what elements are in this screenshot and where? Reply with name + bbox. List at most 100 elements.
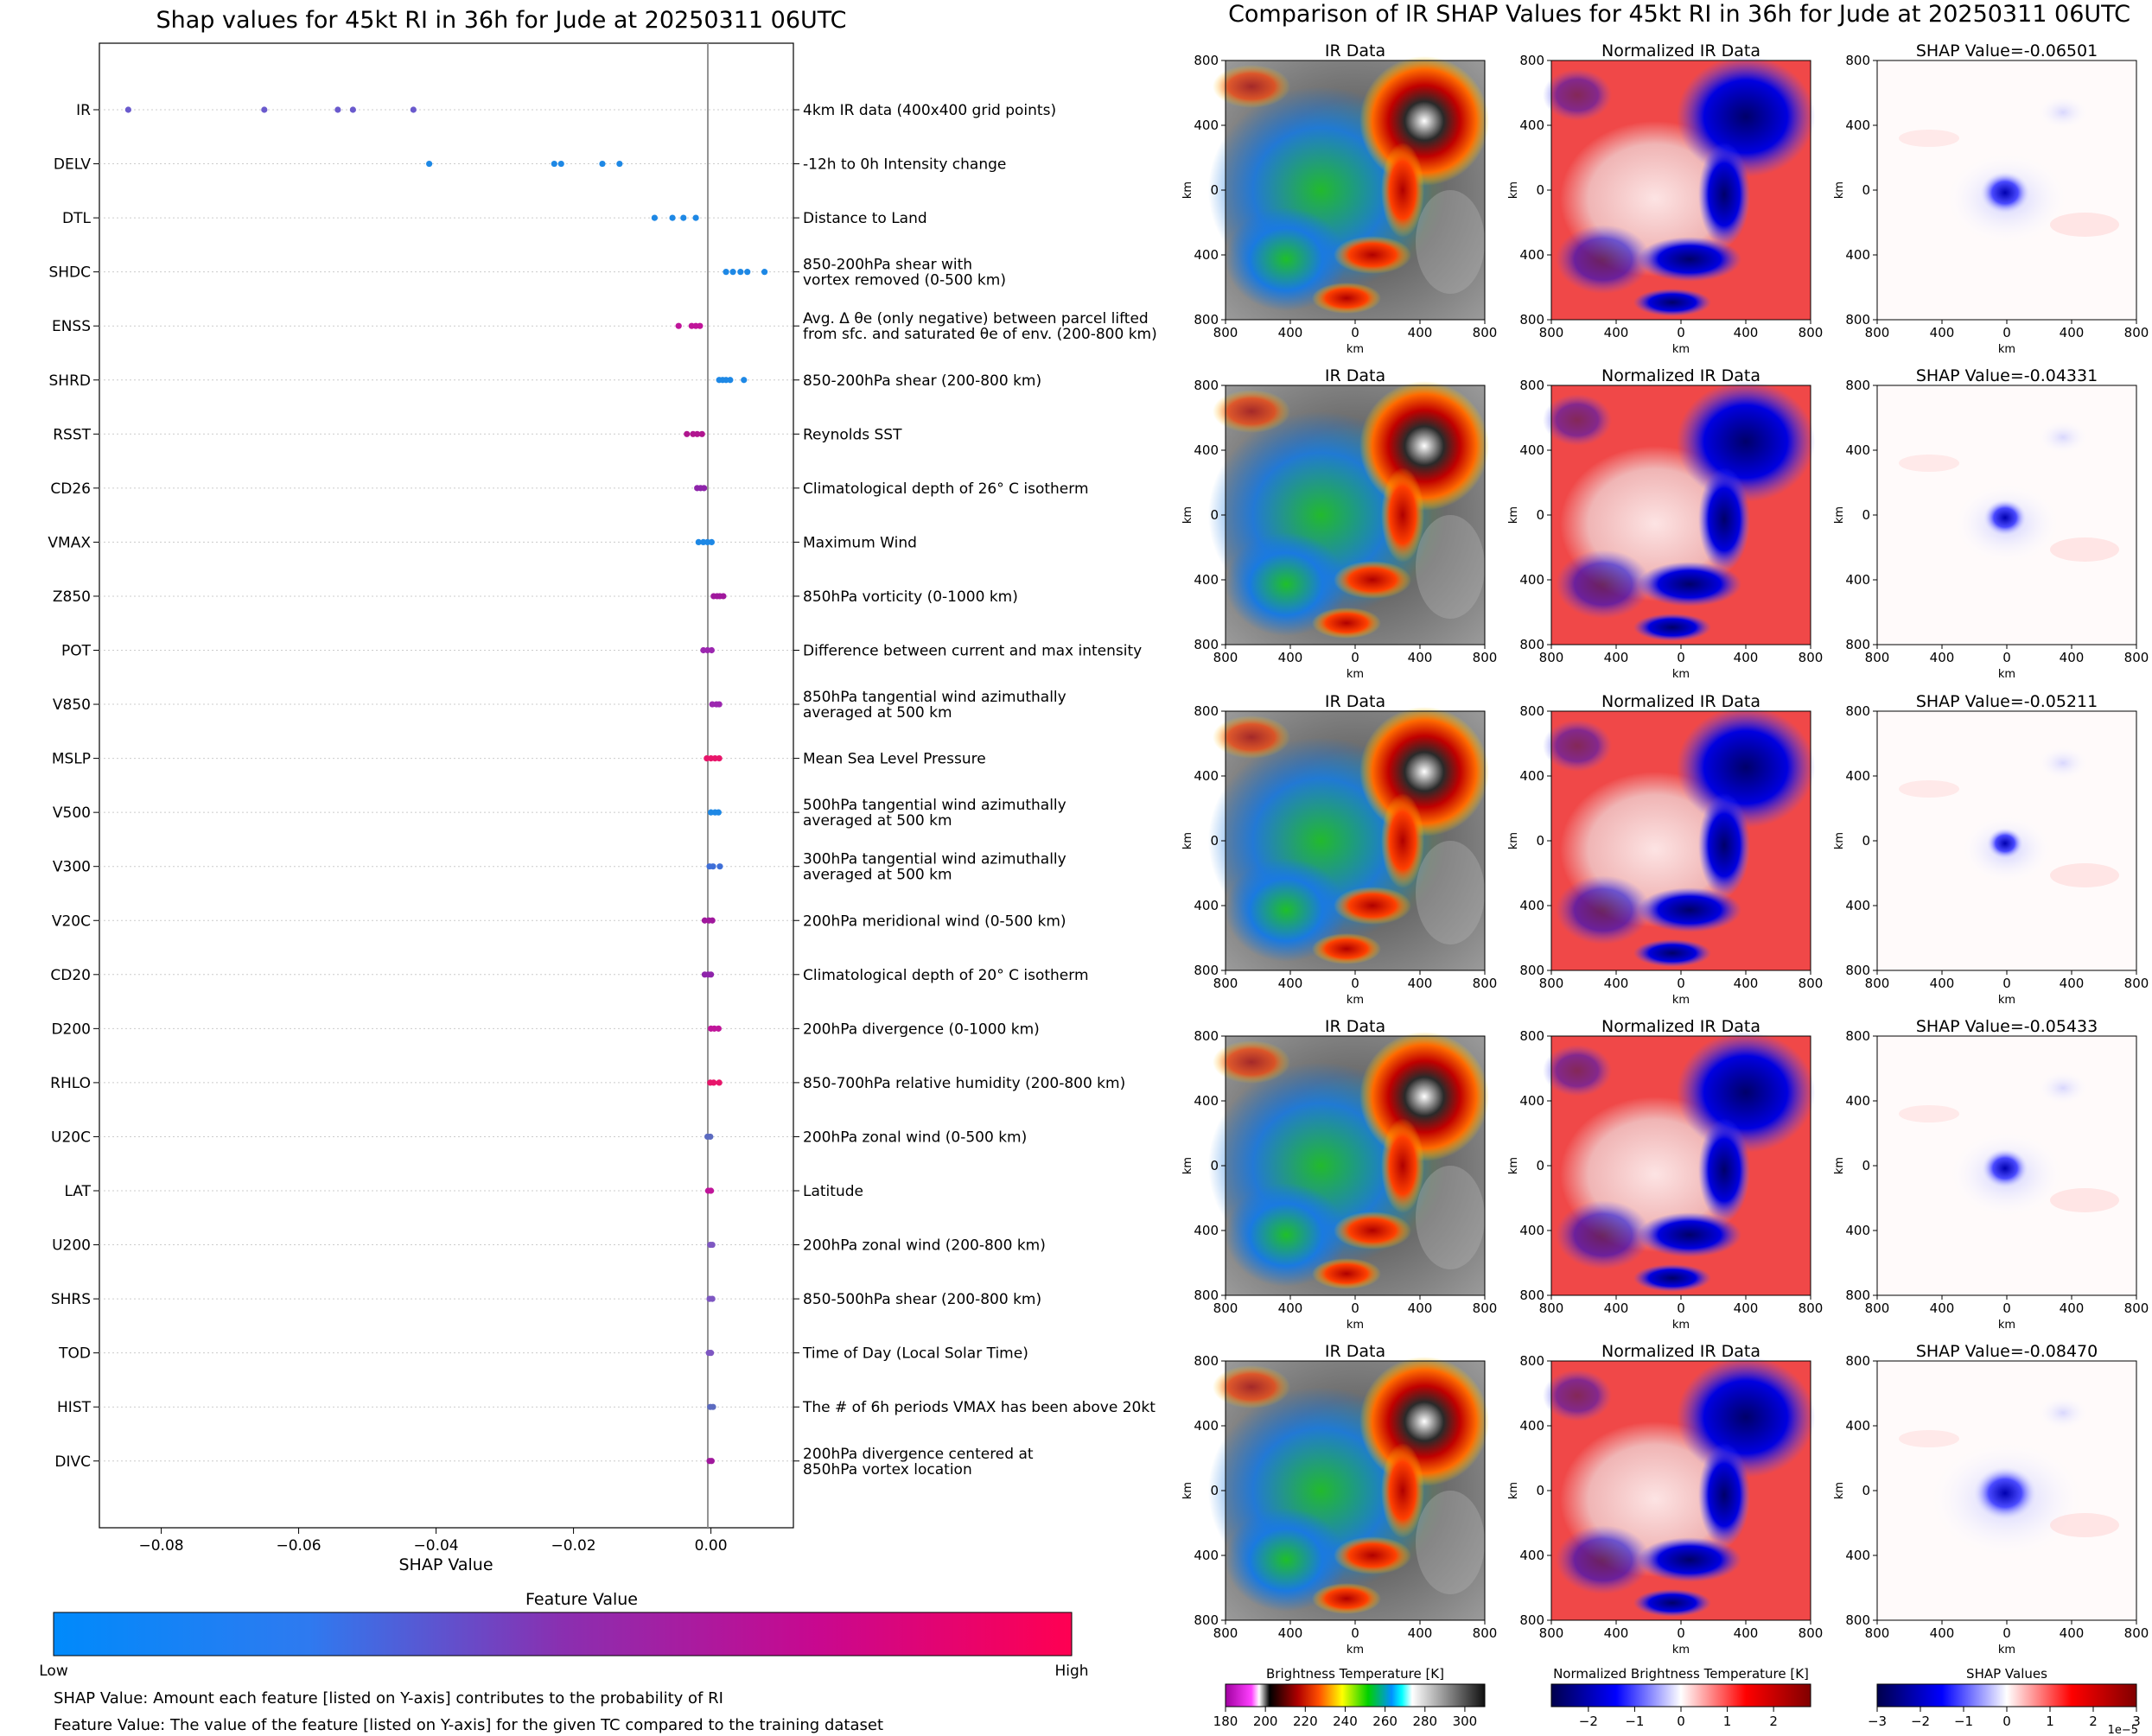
image-y-unit: km [1181, 832, 1194, 849]
feature-description-rsst: Reynolds SST [803, 426, 902, 443]
image-x-tick-label: 800 [1473, 1625, 1498, 1641]
image-x-tick-label: 400 [1930, 325, 1955, 340]
colorbar-tick-label: 300 [1453, 1714, 1478, 1729]
image-y-tick-label: 800 [1845, 53, 1870, 68]
feature-name-d200: D200 [51, 1021, 91, 1038]
image-y-unit: km [1833, 832, 1846, 849]
feature-description-ir: 4km IR data (400x400 grid points) [803, 102, 1056, 119]
image-x-unit: km [1672, 668, 1690, 681]
shap-point-vmax [695, 538, 702, 546]
feature-name-shrs: SHRS [51, 1291, 91, 1308]
image-y-tick-label: 800 [1519, 312, 1544, 327]
shap-point-shdc [729, 269, 736, 276]
image-y-tick-label: 0 [1210, 1483, 1219, 1498]
image-x-tick-label: 400 [1930, 976, 1955, 991]
image-x-tick-label: 0 [1677, 325, 1685, 340]
image-x-tick-label: 800 [1213, 650, 1238, 665]
norm-colorbar-title: Normalized Brightness Temperature [K] [1553, 1666, 1809, 1682]
feature-description-pot: Difference between current and max inten… [803, 643, 1142, 660]
image-y-tick-label: 800 [1845, 1353, 1870, 1369]
feature-description-v300: averaged at 500 km [803, 867, 952, 884]
colorbar-tick-label: 2 [2089, 1714, 2098, 1729]
image-y-tick-label: 800 [1519, 53, 1544, 68]
normalized-ir-panel: Normalized IR Data8008004004000040040080… [1507, 1342, 1823, 1657]
normalized-ir-title: Normalized IR Data [1601, 692, 1760, 711]
shap-point-cd20 [707, 971, 715, 978]
image-y-tick-label: 800 [1194, 312, 1219, 327]
image-y-tick-label: 400 [1519, 1548, 1544, 1563]
shap-point-lat [707, 1187, 715, 1194]
image-y-tick-label: 0 [1210, 507, 1219, 523]
image-x-unit: km [1998, 668, 2015, 681]
left-title: Shap values for 45kt RI in 36h for Jude … [156, 7, 846, 34]
shap-value-title: SHAP Value=-0.08470 [1916, 1342, 2098, 1361]
shap-point-rhlo [710, 1079, 717, 1086]
feature-description-v850: averaged at 500 km [803, 704, 952, 722]
shap-map-panel: SHAP Value=-0.08470800800400400004004008… [1833, 1342, 2149, 1657]
ir-data-title: IR Data [1325, 41, 1385, 60]
feature-name-divc: DIVC [54, 1453, 91, 1471]
x-axis-label: SHAP Value [398, 1555, 493, 1574]
colorbar-tick-label: 240 [1333, 1714, 1358, 1729]
image-x-unit: km [1347, 994, 1364, 1007]
shap-point-dtl [669, 214, 676, 221]
image-y-tick-label: 400 [1194, 898, 1219, 913]
image-y-tick-label: 400 [1845, 1093, 1870, 1109]
image-y-unit: km [1507, 1157, 1520, 1174]
colorbar-tick-label: 260 [1372, 1714, 1398, 1729]
feature-description-v300: 300hPa tangential wind azimuthally [803, 851, 1066, 868]
image-y-tick-label: 0 [1536, 1483, 1544, 1498]
image-y-tick-label: 400 [1194, 442, 1219, 458]
feature-description-tod: Time of Day (Local Solar Time) [802, 1345, 1028, 1363]
image-x-tick-label: 800 [1539, 650, 1564, 665]
image-x-tick-label: 800 [1865, 1300, 1890, 1316]
normalized-temperature-colorbar: Normalized Brightness Temperature [K] −2… [1550, 1666, 1811, 1729]
image-x-tick-label: 400 [1734, 1300, 1759, 1316]
feature-description-v500: averaged at 500 km [803, 812, 952, 830]
normalized-ir-panel: Normalized IR Data8008004004000040040080… [1507, 692, 1823, 1007]
shap-point-v500 [715, 809, 722, 816]
image-x-tick-label: 400 [1408, 650, 1433, 665]
image-x-tick-label: 800 [1473, 1300, 1498, 1316]
image-x-tick-label: 400 [1604, 1300, 1629, 1316]
plot-area [99, 42, 794, 1529]
image-y-unit: km [1507, 181, 1520, 199]
image-x-tick-label: 800 [2124, 1300, 2149, 1316]
image-x-tick-label: 0 [1351, 325, 1359, 340]
image-row-2: IR Data80080040040000400400800800kmkmNor… [1181, 366, 2149, 681]
image-x-tick-label: 400 [1734, 1625, 1759, 1641]
image-x-tick-label: 400 [1408, 976, 1433, 991]
image-x-tick-label: 800 [1865, 650, 1890, 665]
shap-point-vmax [708, 538, 715, 546]
image-y-tick-label: 800 [1194, 53, 1219, 68]
feature-name-cd26: CD26 [50, 480, 91, 498]
normalized-ir-title: Normalized IR Data [1601, 1017, 1760, 1036]
image-x-tick-label: 800 [1473, 976, 1498, 991]
image-x-tick-label: 400 [1278, 976, 1303, 991]
normalized-ir-title: Normalized IR Data [1601, 41, 1760, 60]
shap-point-ir [349, 106, 356, 113]
image-y-tick-label: 400 [1845, 768, 1870, 784]
shap-point-shdc [761, 269, 768, 276]
image-x-tick-label: 800 [1213, 325, 1238, 340]
image-y-tick-label: 800 [1845, 1288, 1870, 1303]
feature-name-cd20: CD20 [50, 967, 91, 984]
image-y-tick-label: 800 [1519, 1612, 1544, 1628]
colorbar-tick-label: 1 [2046, 1714, 2054, 1729]
shap-point-rsst [694, 430, 701, 437]
image-y-unit: km [1507, 832, 1520, 849]
feature-name-shdc: SHDC [48, 264, 91, 282]
colorbar-tick-label: 180 [1213, 1714, 1238, 1729]
image-row-4: IR Data80080040040000400400800800kmkmNor… [1181, 1017, 2149, 1332]
image-y-tick-label: 400 [1519, 768, 1544, 784]
normalized-ir-title: Normalized IR Data [1601, 1342, 1760, 1361]
image-x-tick-label: 800 [1539, 1625, 1564, 1641]
image-y-tick-label: 400 [1519, 1093, 1544, 1109]
feature-description-shdc: 850-200hPa shear with [803, 257, 972, 274]
shap-point-u20c [707, 1133, 714, 1141]
image-x-unit: km [1347, 1644, 1364, 1657]
image-row-5: IR Data80080040040000400400800800kmkmNor… [1181, 1342, 2149, 1657]
image-x-tick-label: 400 [1408, 325, 1433, 340]
image-y-tick-label: 800 [1194, 1612, 1219, 1628]
